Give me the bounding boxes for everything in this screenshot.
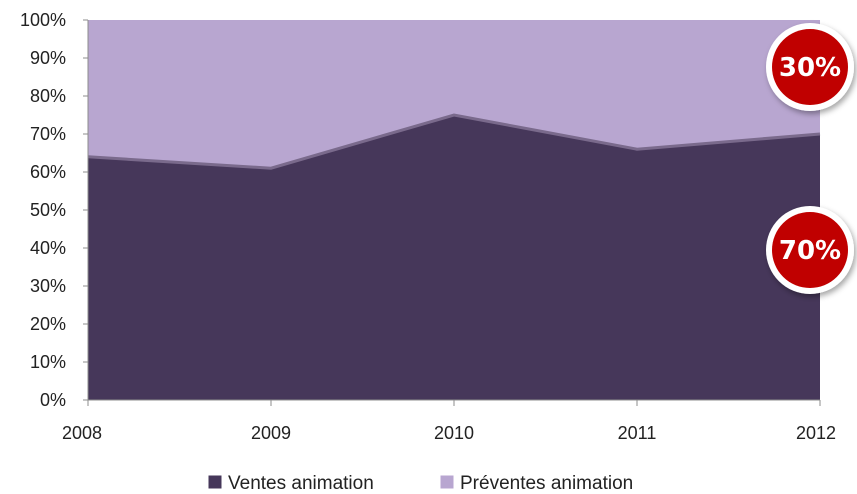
series-area-ventes-animation xyxy=(88,115,820,400)
y-tick-label: 10% xyxy=(30,352,66,372)
badge-label: 70% xyxy=(779,236,841,266)
legend-item-preventes-animation: Préventes animation xyxy=(439,473,633,494)
legend-item-ventes-animation: Ventes animation xyxy=(207,473,374,494)
x-tick-label: 2011 xyxy=(618,423,657,443)
badge-fill xyxy=(772,212,848,288)
x-axis: 2008 2009 2010 2011 2012 xyxy=(62,399,836,443)
x-tick-label: 2010 xyxy=(434,423,474,443)
x-tick-label: 2009 xyxy=(251,423,291,443)
y-tick-label: 20% xyxy=(30,314,66,334)
series-boundary-line xyxy=(87,113,821,170)
y-axis: 0% 10% 20% 30% 40% 50% 60% 70% 80% 90% 100% xyxy=(20,10,89,410)
y-tick-label: 80% xyxy=(30,86,66,106)
legend: Ventes animation Préventes animation xyxy=(207,473,633,494)
badge-fill xyxy=(772,29,848,105)
legend-label-preventes: Préventes animation xyxy=(460,473,633,494)
y-tick-label: 60% xyxy=(30,162,66,182)
y-tick-label: 100% xyxy=(20,10,66,30)
y-tick-label: 0% xyxy=(40,390,66,410)
y-tick-label: 70% xyxy=(30,124,66,144)
annotation-badge: 70% xyxy=(766,206,854,294)
annotation-badges: 30% 70% xyxy=(766,23,854,294)
series-area-preventes-animation xyxy=(88,20,820,169)
legend-label-ventes: Ventes animation xyxy=(228,473,374,494)
legend-swatch-ventes xyxy=(207,474,223,490)
y-tick-label: 40% xyxy=(30,238,66,258)
x-tick-label: 2008 xyxy=(62,423,102,443)
y-tick-label: 90% xyxy=(30,48,66,68)
annotation-badge: 30% xyxy=(766,23,854,111)
x-tick-label: 2012 xyxy=(796,423,836,443)
y-tick-label: 50% xyxy=(30,200,66,220)
plot-area xyxy=(87,20,821,400)
y-tick-label: 30% xyxy=(30,276,66,296)
badge-label: 30% xyxy=(779,53,841,83)
legend-swatch-preventes xyxy=(439,474,455,490)
